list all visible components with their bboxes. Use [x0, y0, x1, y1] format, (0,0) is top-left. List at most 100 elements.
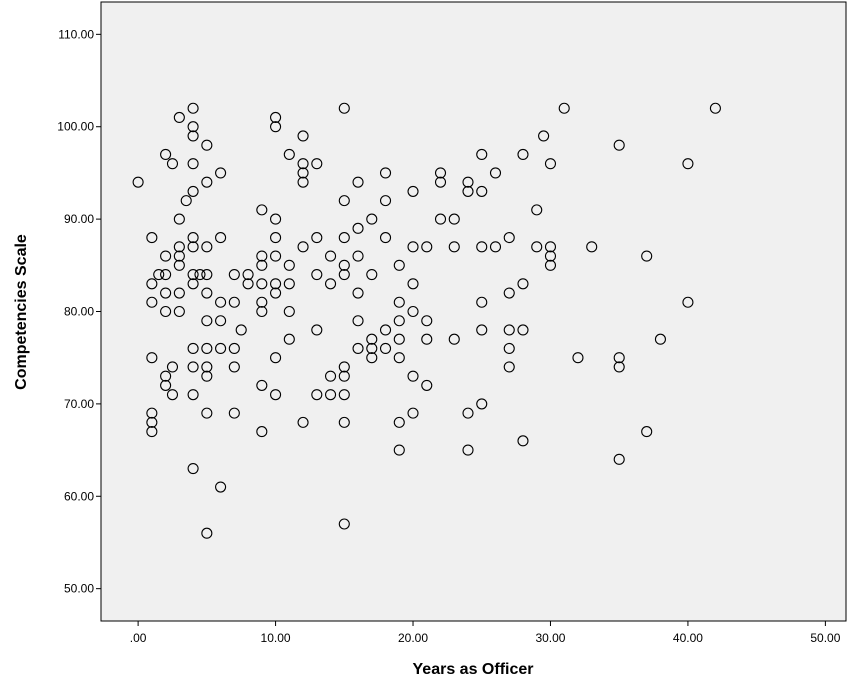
- y-tick-label: 90.00: [64, 212, 94, 226]
- data-point: [476, 241, 488, 253]
- data-point: [338, 416, 350, 428]
- data-point: [393, 296, 405, 308]
- data-point: [421, 315, 433, 327]
- data-point: [146, 278, 158, 290]
- data-point: [187, 342, 199, 355]
- data-point: [366, 342, 378, 355]
- data-point: [160, 250, 172, 262]
- data-point: [283, 259, 295, 271]
- data-point: [270, 232, 282, 244]
- data-point: [173, 305, 185, 318]
- data-point: [641, 250, 653, 262]
- data-point: [324, 370, 337, 382]
- data-point: [215, 481, 227, 493]
- data-point: [476, 148, 488, 160]
- data-point: [146, 232, 158, 244]
- data-point: [517, 278, 529, 290]
- y-tick-label: 80.00: [64, 305, 94, 319]
- data-point: [201, 315, 213, 327]
- data-points: [132, 102, 721, 539]
- data-point: [173, 241, 185, 253]
- data-point: [160, 379, 172, 391]
- x-tick-label: 40.00: [673, 631, 703, 645]
- data-point: [228, 296, 240, 308]
- data-point: [201, 407, 213, 419]
- data-point: [146, 416, 158, 428]
- data-point: [544, 250, 557, 262]
- data-point: [462, 444, 474, 456]
- data-point: [180, 195, 192, 207]
- data-point: [146, 352, 158, 364]
- data-point: [201, 287, 213, 299]
- data-point: [503, 324, 515, 336]
- data-point: [160, 370, 172, 382]
- data-point: [421, 241, 433, 253]
- data-point: [338, 102, 350, 114]
- data-point: [311, 389, 323, 401]
- data-point: [462, 176, 474, 188]
- data-point: [379, 167, 392, 179]
- data-point: [462, 407, 474, 419]
- data-point: [166, 361, 179, 373]
- data-point: [517, 324, 529, 336]
- data-point: [173, 250, 185, 262]
- data-point: [201, 268, 213, 281]
- data-point: [215, 232, 227, 244]
- data-point: [173, 259, 185, 271]
- data-point: [338, 259, 350, 271]
- data-point: [215, 167, 227, 179]
- data-point: [434, 213, 447, 225]
- data-point: [407, 278, 419, 290]
- data-point: [641, 426, 653, 438]
- data-point: [173, 287, 185, 299]
- data-point: [297, 416, 309, 428]
- data-point: [283, 148, 295, 160]
- data-point: [215, 315, 227, 327]
- data-point: [173, 213, 185, 225]
- data-point: [187, 241, 199, 253]
- data-point: [187, 102, 199, 114]
- data-point: [270, 287, 282, 299]
- data-point: [379, 342, 392, 355]
- data-point: [215, 342, 227, 355]
- data-point: [682, 158, 694, 170]
- data-point: [531, 241, 543, 253]
- data-point: [448, 213, 460, 225]
- data-point: [228, 268, 240, 281]
- data-point: [297, 176, 309, 188]
- data-point: [297, 167, 309, 179]
- data-point: [283, 278, 295, 290]
- data-point: [338, 370, 350, 382]
- data-point: [256, 426, 268, 438]
- data-point: [434, 176, 447, 188]
- data-point: [338, 361, 350, 373]
- data-point: [366, 213, 378, 225]
- data-point: [283, 305, 295, 318]
- data-point: [187, 232, 199, 244]
- data-point: [407, 370, 419, 382]
- data-point: [448, 333, 460, 345]
- y-tick-label: 70.00: [64, 397, 94, 411]
- data-point: [503, 232, 515, 244]
- data-point: [228, 361, 240, 373]
- x-tick-label: 50.00: [810, 631, 840, 645]
- data-point: [393, 416, 405, 428]
- data-point: [160, 287, 172, 299]
- data-point: [311, 324, 323, 336]
- data-point: [407, 305, 419, 318]
- data-point: [270, 250, 282, 262]
- data-point: [146, 426, 158, 438]
- data-point: [613, 139, 625, 151]
- data-point: [393, 315, 405, 327]
- data-point: [448, 241, 460, 253]
- data-point: [503, 361, 515, 373]
- data-point: [352, 342, 364, 355]
- data-point: [407, 241, 419, 253]
- data-point: [379, 232, 392, 244]
- data-point: [393, 259, 405, 271]
- data-point: [270, 278, 282, 290]
- data-point: [324, 278, 337, 290]
- x-axis-title: Years as Officer: [413, 661, 534, 678]
- data-point: [270, 389, 282, 401]
- data-point: [187, 389, 199, 401]
